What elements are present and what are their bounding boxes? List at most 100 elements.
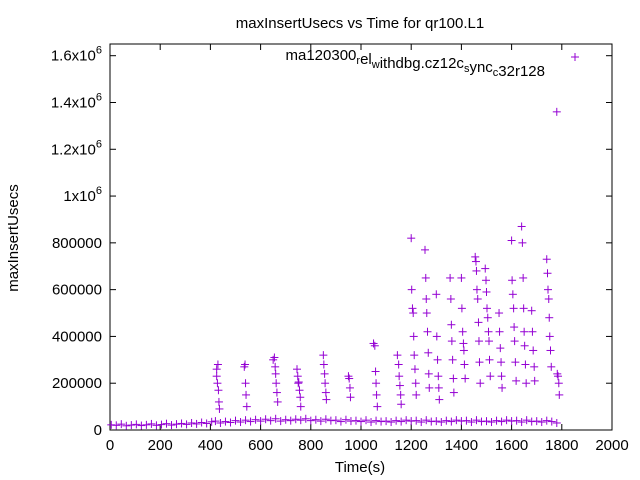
data-point (502, 416, 511, 425)
y-tick-label: 200000 (52, 375, 102, 392)
y-tick-label: 800000 (52, 235, 102, 252)
data-point (236, 418, 245, 427)
data-point (192, 419, 201, 428)
x-tick-label: 600 (248, 437, 273, 454)
x-tick-label: 1400 (445, 437, 478, 454)
data-point (370, 341, 379, 350)
data-point (520, 327, 529, 336)
data-point (372, 390, 381, 399)
data-point (476, 379, 485, 388)
data-point (272, 379, 281, 388)
data-point (270, 353, 279, 362)
data-point (467, 418, 476, 427)
data-point (241, 416, 250, 425)
y-tick-label: 1.6x106 (51, 45, 102, 65)
data-point (392, 416, 401, 425)
data-point (202, 419, 211, 428)
tick-labels: 0 200 400 600 800 1000 1200 1400 1600 1800 2000 0 20… (51, 45, 629, 454)
data-point (336, 417, 345, 426)
data-point (395, 372, 404, 381)
data-point (213, 379, 222, 388)
data-point (409, 309, 418, 318)
data-point (422, 416, 431, 425)
data-point (271, 414, 280, 423)
data-point (402, 416, 411, 425)
data-point (372, 379, 381, 388)
x-axis-title: Time(s) (335, 459, 385, 476)
data-point (474, 318, 483, 327)
legend-text-part: el (360, 51, 372, 68)
data-point (508, 276, 517, 285)
data-point (437, 418, 446, 427)
data-point (294, 378, 303, 387)
data-point (543, 269, 552, 278)
data-point (519, 304, 528, 313)
data-point (527, 306, 536, 315)
data-point (543, 285, 552, 294)
data-point (528, 327, 537, 336)
data-point (452, 416, 461, 425)
legend-text-part: 32r128 (498, 63, 545, 80)
data-point (481, 264, 490, 273)
data-point (537, 418, 546, 427)
data-point (530, 376, 539, 385)
data-point (395, 381, 404, 390)
data-point (554, 379, 563, 388)
data-point (122, 421, 131, 430)
data-point (521, 360, 530, 369)
data-point (457, 273, 466, 282)
data-point (341, 415, 350, 424)
data-point (435, 395, 444, 404)
y-axis-title: maxInsertUsecs (5, 184, 22, 292)
data-point (251, 415, 260, 424)
data-point (319, 351, 328, 360)
data-point (408, 304, 417, 313)
data-point (410, 351, 419, 360)
data-point (177, 419, 186, 428)
data-point (321, 379, 330, 388)
data-point (433, 355, 442, 364)
data-point (242, 390, 251, 399)
data-point (117, 420, 126, 429)
data-point (241, 360, 250, 369)
data-point (371, 367, 380, 376)
data-point (532, 417, 541, 426)
data-point (197, 418, 206, 427)
data-point (417, 418, 426, 427)
legend-entry-label: ma120300relwithdbg.cz12csyncc32r128 (285, 47, 545, 80)
data-point (446, 273, 455, 282)
data-point (422, 309, 431, 318)
data-point (295, 386, 304, 395)
data-point (331, 416, 340, 425)
data-point (447, 417, 456, 426)
data-point (552, 418, 561, 427)
data-point (432, 290, 441, 299)
data-point (162, 419, 171, 428)
data-point (261, 415, 270, 424)
data-point (508, 290, 517, 299)
data-point (472, 285, 481, 294)
data-point (547, 362, 556, 371)
data-point (425, 383, 434, 392)
data-point (316, 417, 325, 426)
data-point (547, 417, 556, 426)
data-point (482, 417, 491, 426)
data-point (182, 420, 191, 429)
data-point (471, 252, 480, 261)
data-point (545, 313, 554, 322)
x-tick-label: 0 (106, 437, 114, 454)
y-tick-label-exponent: 6 (96, 45, 102, 57)
data-point (459, 339, 468, 348)
data-point (407, 234, 416, 243)
data-point (542, 416, 551, 425)
data-point (434, 383, 443, 392)
plot-frame (109, 43, 613, 431)
data-point (512, 416, 521, 425)
data-point (357, 417, 365, 426)
data-point (147, 419, 156, 428)
data-point (510, 323, 519, 332)
data-point (457, 304, 466, 313)
data-point (423, 327, 432, 336)
data-point (214, 386, 223, 395)
data-point (207, 417, 216, 426)
